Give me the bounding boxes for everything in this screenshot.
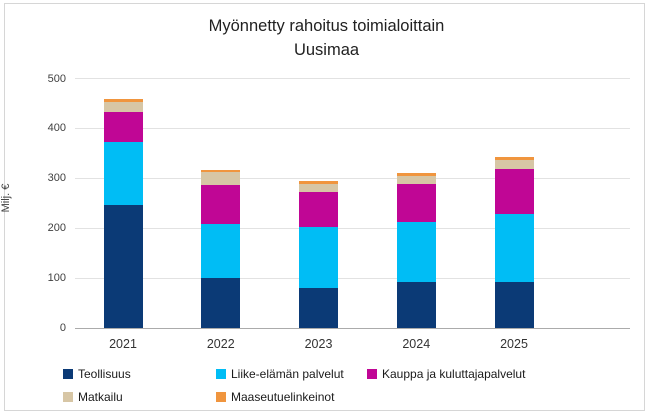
bar-segment-2024-liike-elämän-palvelut	[396, 221, 436, 283]
legend-item-maaseutuelinkeinot: Maaseutuelinkeinot	[216, 390, 334, 404]
legend-swatch-icon	[216, 392, 226, 402]
y-tick-label-200: 200	[47, 222, 66, 235]
gridline-500	[75, 78, 630, 79]
x-tick-label-2025: 2025	[500, 337, 528, 351]
bar-segment-2022-kauppa-ja-kuluttajapalvelut	[201, 184, 241, 225]
legend-swatch-icon	[367, 369, 377, 379]
chart-border	[4, 3, 645, 411]
bar-segment-2023-matkailu	[299, 183, 338, 192]
legend-swatch-icon	[63, 392, 73, 402]
legend-swatch-icon	[216, 369, 226, 379]
gridline-400	[75, 127, 630, 129]
legend-item-matkailu: Matkailu	[63, 390, 123, 404]
legend-label: Maaseutuelinkeinot	[231, 390, 335, 404]
chart-title-line2: Uusimaa	[293, 41, 360, 59]
legend-item-liike-elämän-palvelut: Liike-elämän palvelut	[216, 367, 344, 381]
y-tick-label-500: 500	[47, 72, 66, 85]
chart-title: Myönnetty rahoitus toimialoittain Uusima…	[0, 14, 653, 62]
bar-segment-2024-teollisuus	[396, 282, 436, 328]
bar-segment-2021-maaseutuelinkeinot	[103, 99, 143, 102]
x-tick-label-2024: 2024	[402, 337, 431, 351]
bar-segment-2025-kauppa-ja-kuluttajapalvelut	[494, 169, 534, 214]
bar-segment-2022-matkailu	[201, 172, 241, 185]
legend-swatch-icon	[63, 369, 73, 379]
bar-segment-2024-kauppa-ja-kuluttajapalvelut	[396, 184, 436, 222]
bar-segment-2022-liike-elämän-palvelut	[201, 224, 241, 279]
bar-segment-2023-kauppa-ja-kuluttajapalvelut	[299, 191, 338, 227]
bar-segment-2022-maaseutuelinkeinot	[201, 169, 241, 173]
gridline-200	[75, 227, 630, 229]
bar-segment-2025-matkailu	[494, 159, 534, 170]
bar-segment-2023-liike-elämän-palvelut	[299, 226, 338, 289]
y-tick-label-400: 400	[47, 122, 66, 135]
bar-segment-2021-kauppa-ja-kuluttajapalvelut	[103, 111, 143, 143]
legend-label: Matkailu	[78, 390, 123, 404]
bar-segment-2023-maaseutuelinkeinot	[299, 181, 338, 184]
bar-segment-2024-matkailu	[396, 175, 436, 185]
bar-segment-2023-teollisuus	[299, 288, 338, 328]
x-axis-line	[75, 327, 630, 329]
bar-segment-2021-matkailu	[103, 101, 143, 112]
gridline-100	[75, 277, 630, 279]
y-tick-label-0: 0	[59, 322, 66, 334]
x-tick-label-2022: 2022	[206, 337, 235, 351]
bar-segment-2024-maaseutuelinkeinot	[396, 173, 436, 176]
bar-segment-2025-liike-elämän-palvelut	[494, 213, 534, 283]
bar-segment-2021-teollisuus	[103, 205, 143, 328]
legend-label: Teollisuus	[78, 367, 131, 381]
y-tick-label-300: 300	[47, 172, 66, 185]
legend-item-teollisuus: Teollisuus	[63, 367, 131, 381]
y-tick-label-100: 100	[47, 272, 66, 285]
legend-label: Kauppa ja kuluttajapalvelut	[382, 367, 526, 381]
legend-label: Liike-elämän palvelut	[231, 367, 344, 381]
x-tick-label-2023: 2023	[304, 337, 333, 351]
x-tick-label-2021: 2021	[109, 337, 137, 351]
chart-title-line1: Myönnetty rahoitus toimialoittain	[208, 17, 445, 35]
bar-segment-2025-maaseutuelinkeinot	[494, 157, 534, 160]
gridline-300	[75, 177, 630, 179]
y-axis-title: Milj. €	[0, 183, 12, 213]
legend-item-kauppa-ja-kuluttajapalvelut: Kauppa ja kuluttajapalvelut	[367, 367, 525, 381]
bar-segment-2021-liike-elämän-palvelut	[103, 142, 143, 206]
bar-segment-2025-teollisuus	[494, 282, 534, 328]
bar-segment-2022-teollisuus	[201, 278, 241, 328]
